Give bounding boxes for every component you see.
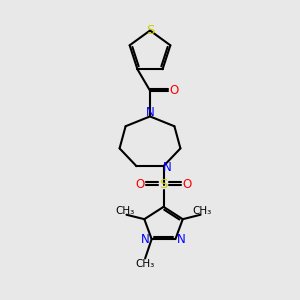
Text: S: S bbox=[159, 178, 168, 191]
Text: CH₃: CH₃ bbox=[136, 259, 155, 269]
Text: N: N bbox=[146, 106, 154, 119]
Text: CH₃: CH₃ bbox=[193, 206, 212, 216]
Text: O: O bbox=[170, 84, 179, 97]
Text: O: O bbox=[183, 178, 192, 191]
Text: O: O bbox=[135, 178, 144, 191]
Text: CH₃: CH₃ bbox=[116, 206, 135, 216]
Text: N: N bbox=[177, 232, 186, 246]
Text: N: N bbox=[163, 161, 172, 174]
Text: S: S bbox=[146, 24, 154, 37]
Text: N: N bbox=[141, 232, 150, 246]
